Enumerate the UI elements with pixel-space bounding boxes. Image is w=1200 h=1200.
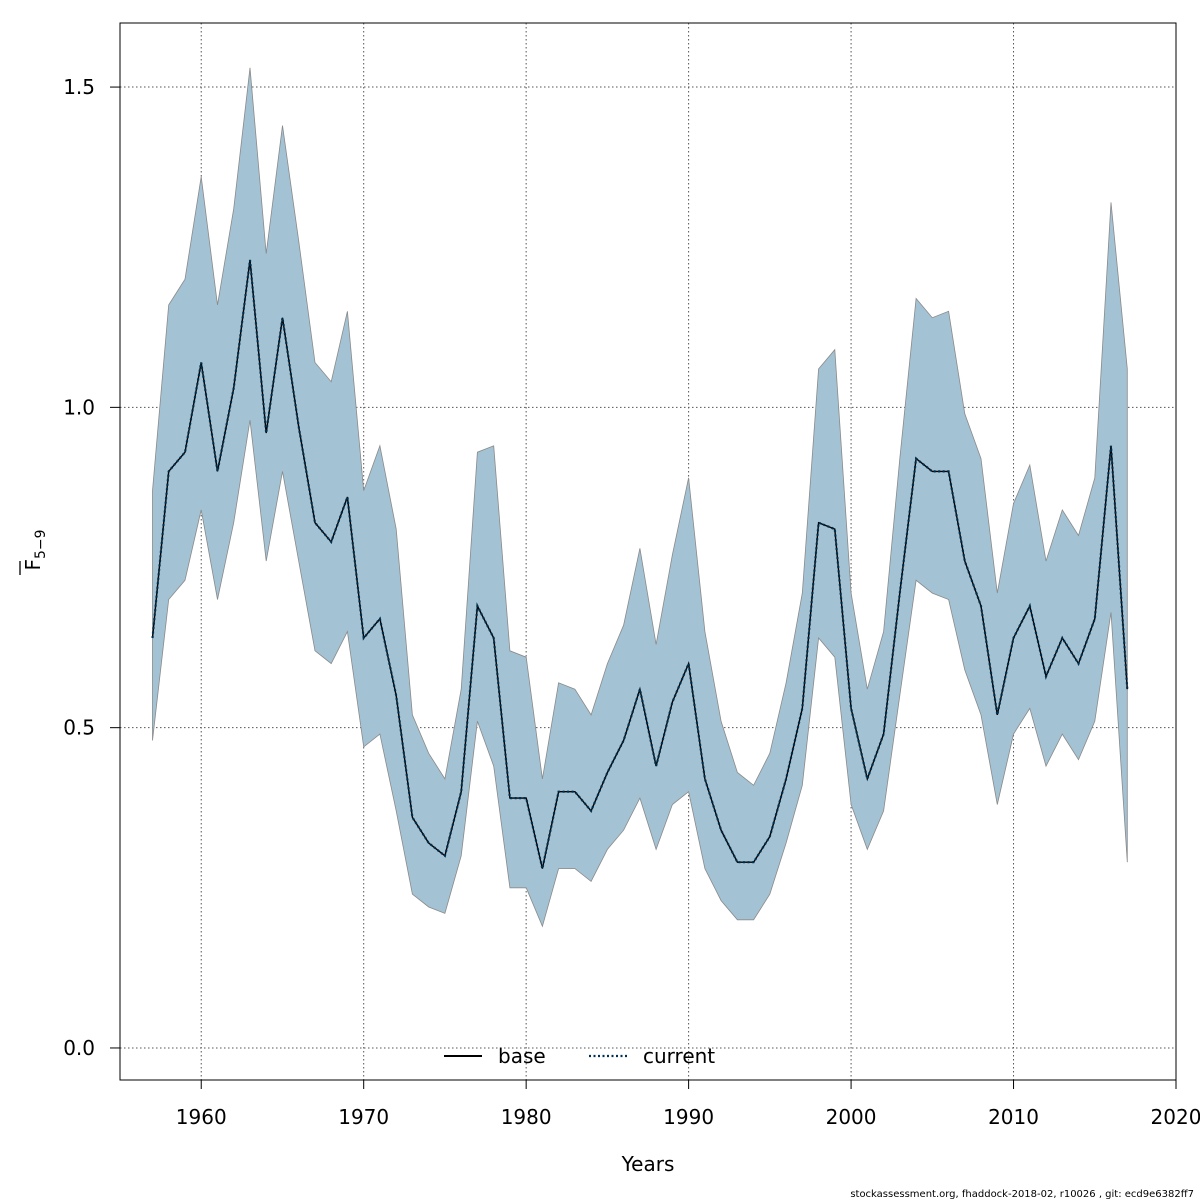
series-lines	[151, 259, 1129, 869]
legend: base current	[444, 1044, 715, 1068]
y-axis: 0.0 0.5 1.0 1.5	[63, 75, 121, 1060]
x-tick-label: 2020	[1151, 1105, 1200, 1129]
legend-label-base: base	[498, 1044, 546, 1068]
x-tick-label: 2000	[826, 1105, 877, 1129]
series-line-base	[151, 259, 1128, 869]
y-tick-label: 1.0	[63, 395, 95, 419]
x-axis: 1960 1970 1980 1990 2000 2010 2020	[176, 1079, 1200, 1129]
footer-note: stockassessment.org, fhaddock-2018-02, r…	[850, 1189, 1194, 1200]
x-tick-label: 1960	[176, 1105, 227, 1129]
y-tick-label: 1.5	[63, 75, 95, 99]
x-tick-label: 1980	[501, 1105, 552, 1129]
y-axis-label-subscript: 5−9	[33, 529, 49, 559]
y-axis-label: F5−9	[19, 529, 49, 575]
confidence-band	[152, 67, 1128, 928]
x-tick-label: 2010	[988, 1105, 1039, 1129]
x-tick-label: 1970	[338, 1105, 389, 1129]
legend-label-current: current	[643, 1044, 715, 1068]
y-axis-label-main: F5−9	[21, 529, 49, 570]
y-tick-label: 0.5	[63, 716, 95, 740]
y-tick-label: 0.0	[63, 1036, 95, 1060]
x-axis-label: Years	[621, 1152, 675, 1176]
x-tick-label: 1990	[663, 1105, 714, 1129]
y-axis-label-letter: F	[21, 559, 45, 571]
